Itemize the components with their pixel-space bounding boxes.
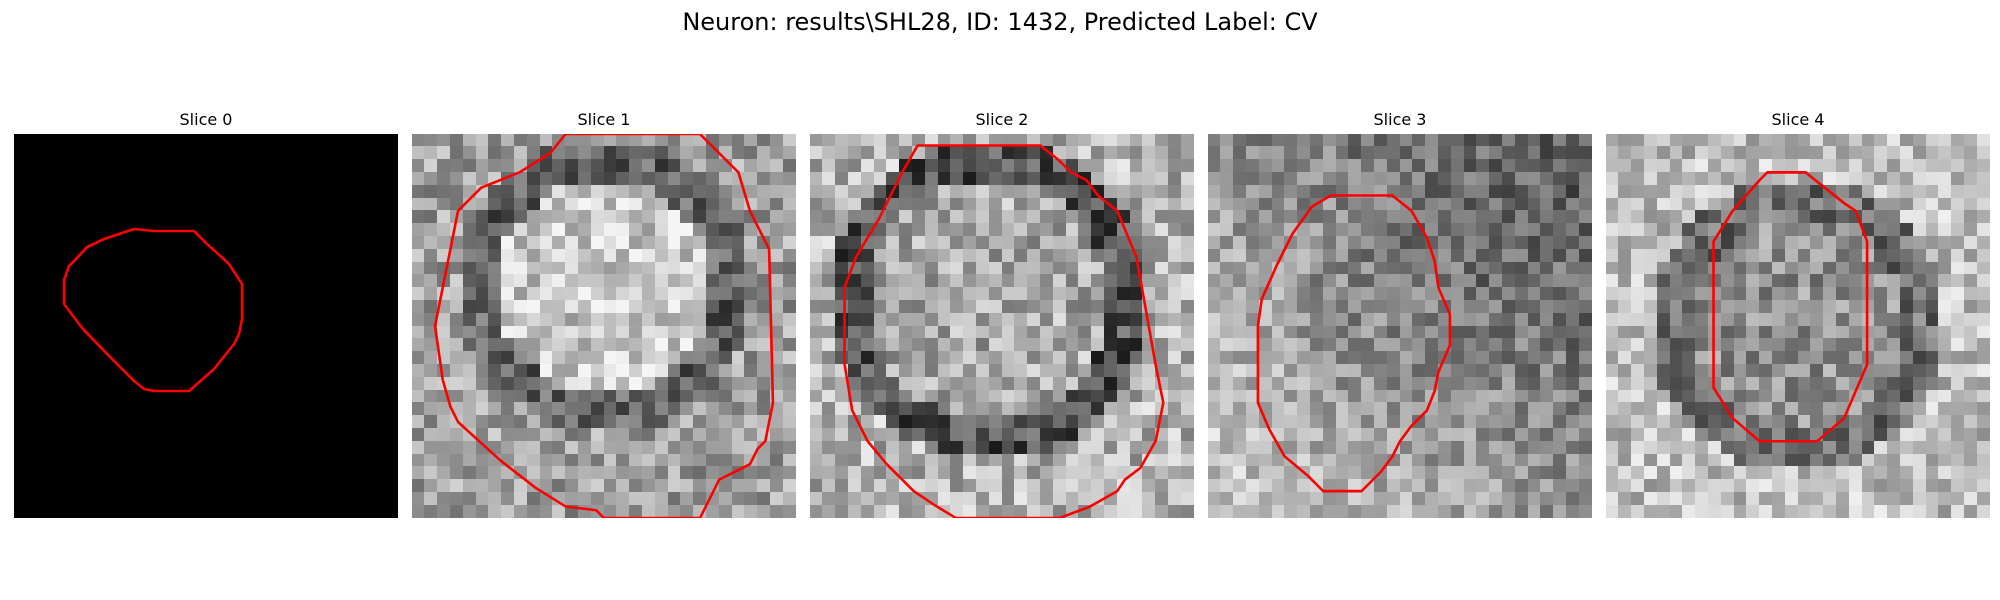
slice-image [810, 134, 1194, 518]
slice-panel-4: Slice 4 [1606, 108, 1990, 520]
slice-image [1606, 134, 1990, 518]
slice-title: Slice 2 [975, 110, 1029, 129]
slice-image [1208, 134, 1592, 518]
slice-image [14, 134, 398, 518]
slice-title: Slice 3 [1373, 110, 1427, 129]
figure-title: Neuron: results\SHL28, ID: 1432, Predict… [682, 8, 1318, 36]
slice-panel-2: Slice 2 [810, 108, 1194, 520]
slice-panel-0: Slice 0 [14, 108, 398, 520]
slice-title: Slice 0 [179, 110, 233, 129]
slice-title: Slice 4 [1771, 110, 1825, 129]
slice-panel-3: Slice 3 [1208, 108, 1592, 520]
slice-title: Slice 1 [577, 110, 631, 129]
slice-panel-1: Slice 1 [412, 108, 796, 520]
slice-image [412, 134, 796, 518]
